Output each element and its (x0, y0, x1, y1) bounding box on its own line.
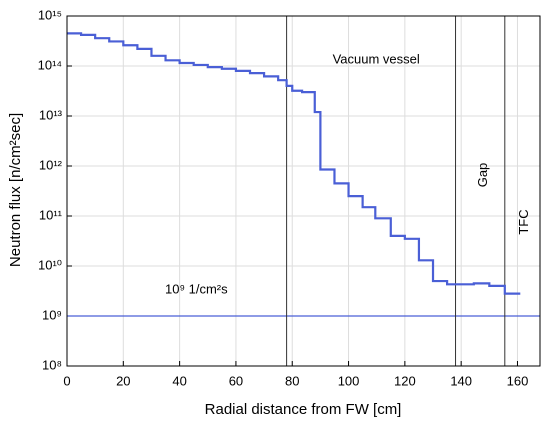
y-tick-label: 10¹³ (39, 107, 63, 122)
flux-line (67, 32, 521, 295)
y-axis-label: Neutron flux [n/cm²sec] (7, 113, 24, 267)
y-tick-label: 10¹⁵ (38, 7, 62, 22)
boundary-label: Vacuum vessel (333, 51, 420, 66)
reference-label: 10⁹ 1/cm²s (165, 281, 228, 296)
x-tick-label: 60 (229, 373, 243, 388)
boundary-label: TFC (516, 209, 531, 234)
y-tick-label: 10¹⁴ (38, 57, 62, 72)
x-tick-label: 0 (63, 373, 70, 388)
plot-frame (66, 15, 541, 367)
x-tick-label: 40 (172, 373, 186, 388)
x-tick-label: 120 (394, 373, 416, 388)
x-tick-label: 160 (507, 373, 529, 388)
x-tick-label: 20 (116, 373, 130, 388)
y-tick-label: 10⁹ (42, 307, 62, 322)
y-tick-label: 10¹⁰ (38, 257, 62, 272)
y-tick-label: 10¹¹ (39, 207, 63, 222)
y-tick-label: 10¹² (39, 157, 63, 172)
x-tick-label: 100 (338, 373, 360, 388)
y-tick-label: 10⁸ (42, 357, 62, 372)
x-axis-label: Radial distance from FW [cm] (205, 401, 402, 418)
x-tick-label: 140 (450, 373, 472, 388)
boundary-label: Gap (475, 163, 490, 188)
x-tick-label: 80 (285, 373, 299, 388)
